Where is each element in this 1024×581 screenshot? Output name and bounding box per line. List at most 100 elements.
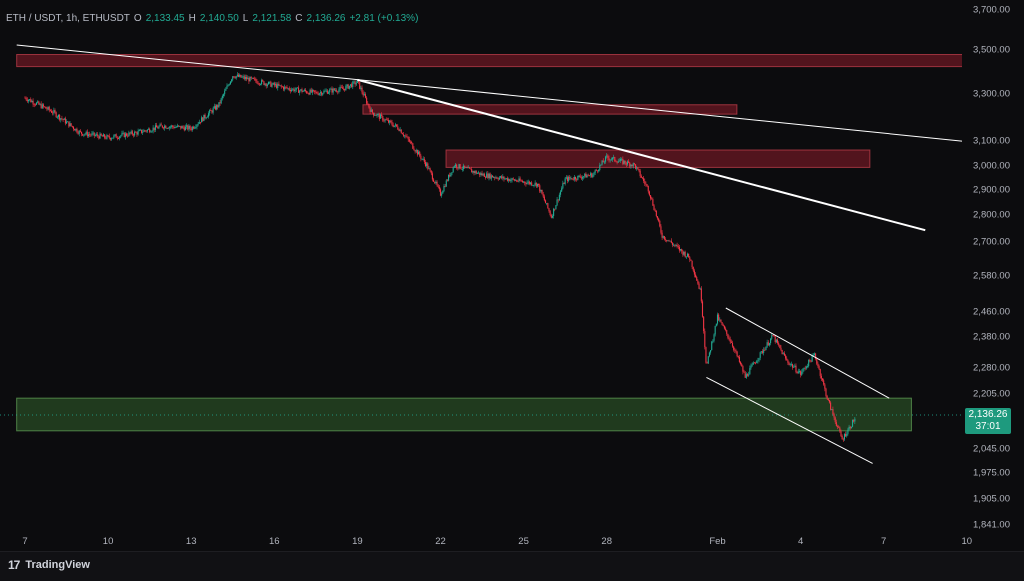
candle — [33, 104, 35, 106]
candle — [345, 86, 347, 91]
candle — [614, 156, 616, 161]
candle — [520, 180, 522, 182]
candle — [502, 176, 504, 179]
y-tick-label: 2,045.00 — [973, 444, 1010, 455]
candle — [494, 177, 496, 179]
candle — [566, 177, 569, 181]
trendline[interactable] — [725, 307, 890, 399]
candle — [278, 83, 280, 86]
candle — [633, 163, 635, 165]
candle — [546, 203, 548, 204]
candle — [408, 139, 410, 142]
candle — [562, 183, 564, 189]
candle — [321, 92, 323, 95]
y-tick-label: 2,900.00 — [973, 185, 1010, 196]
candle — [231, 79, 233, 82]
candle — [368, 103, 370, 108]
candle — [610, 159, 612, 161]
candle — [175, 126, 177, 128]
candle — [666, 239, 668, 242]
candle — [466, 167, 468, 169]
candle — [396, 124, 398, 127]
candle — [563, 183, 565, 185]
candle — [737, 356, 739, 358]
candle — [225, 88, 227, 91]
candle — [29, 99, 31, 100]
candle — [851, 419, 854, 427]
candle — [256, 81, 258, 84]
candle — [569, 176, 571, 179]
candle — [116, 137, 118, 139]
y-axis: 3,700.00 3,500.00 3,300.00 3,100.00 3,000.00… — [962, 0, 1024, 551]
candle — [74, 129, 76, 131]
candle — [706, 362, 708, 364]
candle — [397, 126, 399, 130]
candle — [132, 134, 135, 136]
candle — [274, 84, 277, 86]
candle — [655, 210, 657, 217]
candle — [136, 132, 138, 135]
resistance-zone[interactable] — [16, 54, 1001, 68]
candle — [778, 343, 780, 345]
candle — [437, 185, 439, 187]
candle — [419, 151, 421, 156]
candle — [731, 342, 734, 347]
candle — [839, 427, 841, 432]
candle — [668, 240, 670, 242]
candle — [404, 135, 406, 137]
trendline[interactable] — [16, 44, 1001, 146]
candle — [143, 130, 145, 133]
candle — [344, 88, 346, 91]
tradingview-brand[interactable]: 17 TradingView — [8, 558, 90, 572]
candle — [269, 81, 271, 83]
symbol-label[interactable]: ETH / USDT, 1h, ETHUSDT — [6, 13, 130, 24]
support-zone[interactable] — [16, 397, 912, 432]
candle — [624, 160, 626, 164]
candle — [180, 125, 182, 129]
candle — [199, 121, 201, 123]
candle — [60, 118, 62, 120]
candle — [76, 128, 78, 133]
candle — [44, 106, 46, 108]
candle — [639, 170, 641, 177]
candle — [279, 85, 281, 87]
trendline[interactable] — [357, 78, 926, 232]
candle — [684, 251, 686, 257]
candle — [251, 77, 253, 79]
candle — [134, 131, 136, 136]
candle — [519, 178, 521, 181]
candle — [691, 260, 693, 268]
candle — [497, 178, 499, 180]
candle — [800, 371, 802, 375]
candle — [141, 129, 143, 133]
open-label: O — [133, 13, 142, 24]
candle — [424, 161, 427, 167]
candle — [815, 353, 817, 359]
y-axis-panel[interactable] — [962, 0, 1024, 551]
candle — [809, 359, 811, 361]
candle — [287, 88, 289, 90]
candle — [87, 134, 90, 137]
candle — [713, 334, 715, 341]
candle — [728, 337, 730, 340]
candle — [748, 374, 750, 376]
candle — [213, 106, 215, 109]
candle — [622, 158, 624, 164]
candle — [98, 136, 100, 139]
candle — [618, 160, 620, 162]
candle — [615, 160, 617, 162]
candle — [611, 157, 614, 160]
candle — [169, 126, 171, 128]
candle — [367, 103, 369, 105]
candle — [589, 173, 592, 176]
candle — [806, 366, 809, 367]
trendline[interactable] — [706, 376, 873, 464]
y-tick-label: 1,905.00 — [973, 494, 1010, 505]
candle — [127, 135, 129, 137]
candle — [763, 349, 765, 353]
candle — [516, 180, 518, 182]
candle — [599, 165, 601, 171]
resistance-zone[interactable] — [362, 104, 738, 115]
candle — [381, 114, 383, 117]
